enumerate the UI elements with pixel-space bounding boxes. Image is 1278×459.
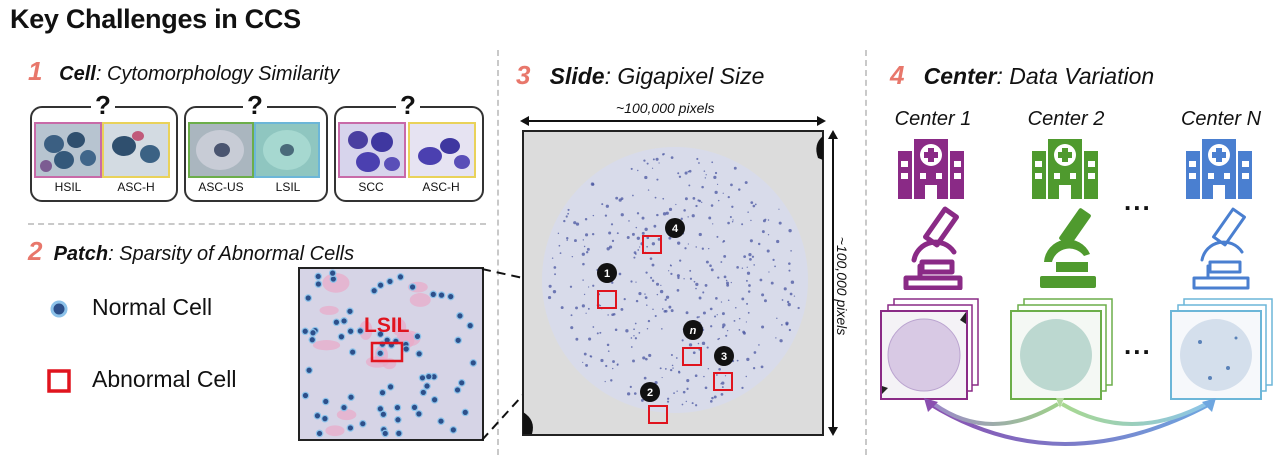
center-label: Center 2 [1027,108,1105,130]
question-mark: ? [91,92,115,118]
cell-image-pair [188,122,320,178]
cell-label: ASC-US [198,180,244,194]
center-label: Center N [1180,108,1262,130]
question-mark: ? [396,92,420,118]
cell-label: HSIL [54,180,82,194]
section-subtitle: : Sparsity of Abnormal Cells [108,243,355,265]
ellipsis: ... [1124,330,1152,360]
microscope-icon [903,206,963,290]
section-number: 2 [28,236,43,266]
legend-abnormal-label: Abnormal Cell [92,366,237,392]
section-center-heading: 4 Center: Data Variation [890,60,1154,91]
cell-label: ASC-H [117,180,155,194]
slide-image: 4 1 n 3 2 [522,130,824,436]
section-number: 3 [516,60,531,90]
cell-label: ASC-H [422,180,460,194]
section-subtitle: : Data Variation [996,63,1155,89]
section-slide-heading: 3 Slide: Gigapixel Size [516,60,764,91]
cell-label: SCC [358,180,384,194]
center-slide-stack [1170,298,1273,400]
abnormal-cell-icon [47,369,71,393]
cell-image-pair [34,122,170,178]
patch-image [298,267,484,441]
section-number: 1 [28,56,43,86]
divider-left [497,50,499,455]
question-mark: ? [243,92,267,118]
normal-cell-icon [50,300,68,318]
section-patch-heading: 2 Patch: Sparsity of Abnormal Cells [28,236,354,267]
cell-image-pair [338,122,476,178]
section-subtitle: : Gigapixel Size [604,63,765,89]
data-variation-arrows [924,398,1216,446]
ellipsis: ... [1124,186,1152,216]
center-slide-stack [1010,298,1113,400]
patch-abnormal-label: LSIL [364,314,410,337]
slide-marker: 2 [647,387,653,399]
section-keyword: Slide [549,63,605,89]
section-keyword: Center [923,63,997,89]
hospital-icon [898,139,964,199]
slide-marker: 3 [721,351,727,363]
slide-marker: 1 [604,268,610,280]
slide-marker: n [690,325,697,337]
hospital-icon [1032,139,1098,199]
section-keyword: Patch [53,243,109,265]
slide-height-arrow [828,130,838,436]
center-label: Center 1 [894,108,972,130]
divider-right [865,50,867,455]
section-subtitle: : Cytomorphology Similarity [95,63,340,85]
microscope-icon [1192,207,1250,290]
section-number: 4 [890,60,905,90]
center-slide-stack [880,298,979,400]
section-keyword: Cell [59,63,96,85]
hospital-icon [1186,139,1252,199]
divider-horizontal [28,223,486,225]
microscope-icon [1040,208,1096,288]
slide-height-label: ~100,000 pixels [834,236,851,336]
legend-normal-label: Normal Cell [92,294,213,320]
section-cell-heading: 1 Cell: Cytomorphology Similarity [28,56,339,87]
cell-label: LSIL [275,180,301,194]
page-title: Key Challenges in CCS [10,4,301,34]
slide-width-label: ~100,000 pixels [616,100,715,116]
slide-marker: 4 [672,223,679,235]
slide-width-arrow [520,116,826,126]
